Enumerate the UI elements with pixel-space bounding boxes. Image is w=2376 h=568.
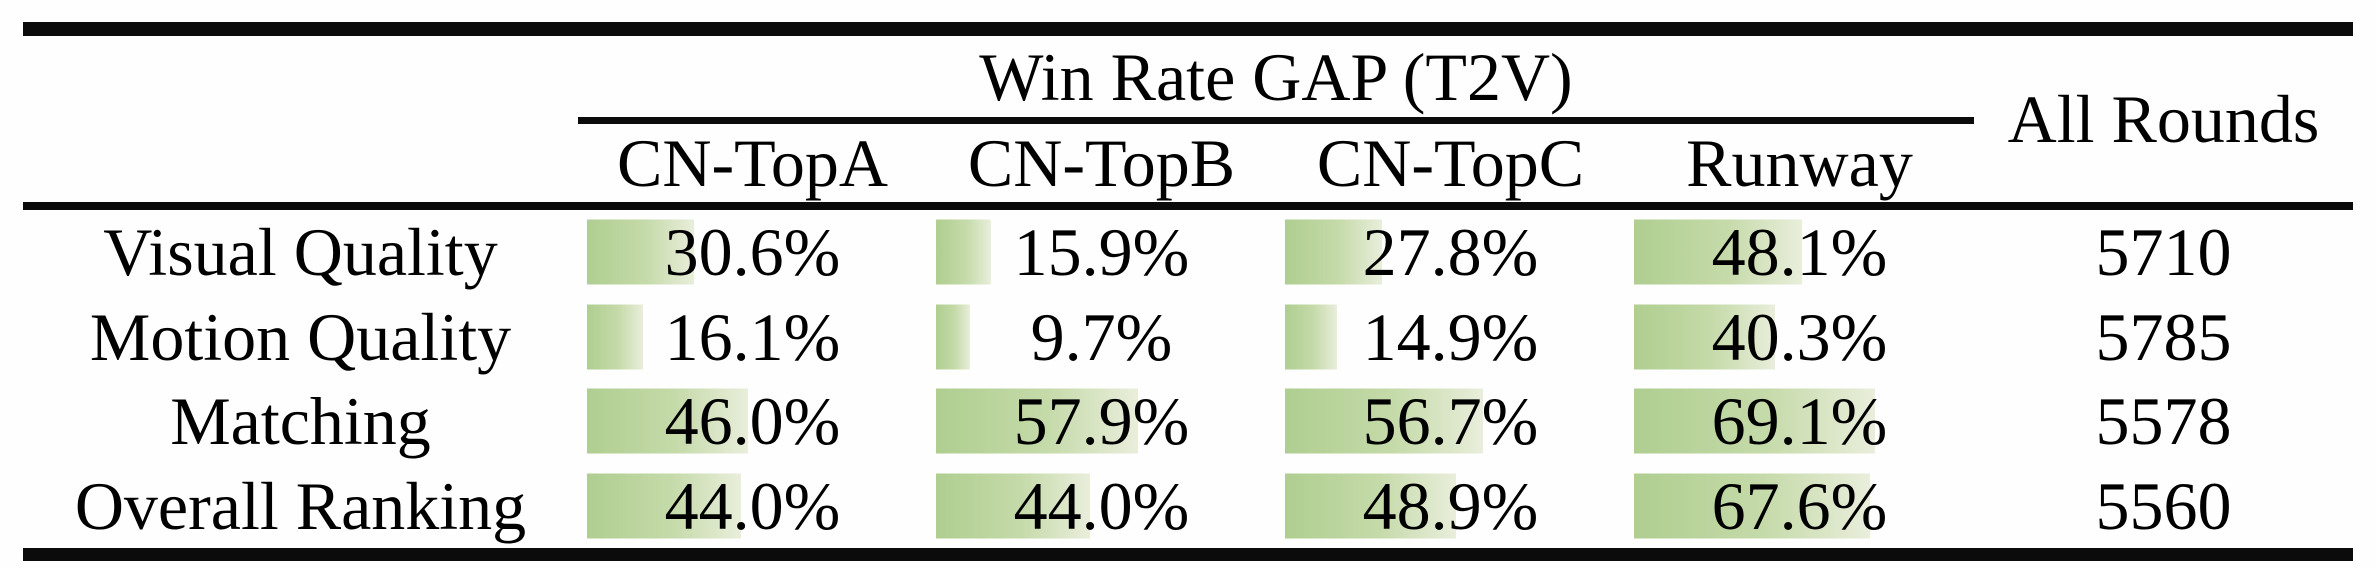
- win-rate-bar: [936, 388, 1139, 454]
- win-rate-bar: [1285, 388, 1483, 454]
- win-rate-bar: [587, 219, 694, 285]
- table-row: Motion Quality 16.1% 9.7% 14.9% 40.3% 57…: [23, 295, 2353, 380]
- win-rate-value: 46.0%: [664, 383, 841, 460]
- win-rate-value: 16.1%: [664, 298, 841, 375]
- win-rate-value: 44.0%: [664, 467, 841, 544]
- all-rounds-value: 5710: [2095, 214, 2232, 291]
- header-bottom-rule: [23, 202, 2353, 210]
- win-rate-value: 30.6%: [664, 214, 841, 291]
- win-rate-bar: [936, 219, 992, 285]
- all-rounds-value: 5560: [2095, 467, 2232, 544]
- win-rate-value: 48.9%: [1362, 467, 1539, 544]
- win-rate-cell: 44.0%: [578, 464, 927, 549]
- column-header-cn-topa: CN-TopA: [616, 125, 888, 201]
- row-label: Motion Quality: [89, 298, 512, 375]
- win-rate-value: 44.0%: [1013, 467, 1190, 544]
- win-rate-bar: [1285, 473, 1456, 539]
- column-header-cn-topc: CN-TopC: [1316, 125, 1585, 201]
- row-label: Visual Quality: [103, 214, 498, 291]
- all-rounds-value: 5785: [2095, 298, 2232, 375]
- win-rate-cell: 46.0%: [578, 379, 927, 464]
- win-rate-cell: 48.9%: [1276, 464, 1625, 549]
- win-rate-value: 48.1%: [1711, 214, 1888, 291]
- win-rate-value: 57.9%: [1013, 383, 1190, 460]
- win-rate-bar: [1634, 219, 1802, 285]
- group-span-rule: [578, 117, 1974, 124]
- win-rate-value: 14.9%: [1362, 298, 1539, 375]
- win-rate-bar: [936, 304, 970, 370]
- column-header-runway: Runway: [1686, 125, 1913, 201]
- win-rate-cell: 15.9%: [927, 210, 1276, 295]
- win-rate-cell: 30.6%: [578, 210, 927, 295]
- table-row: Visual Quality 30.6% 15.9% 27.8% 48.1% 5…: [23, 210, 2353, 295]
- win-rate-cell: 14.9%: [1276, 295, 1625, 380]
- table-body: Visual Quality 30.6% 15.9% 27.8% 48.1% 5…: [23, 210, 2353, 548]
- column-header-row: CN-TopA CN-TopB CN-TopC Runway: [578, 124, 1974, 202]
- win-rate-value: 9.7%: [1030, 298, 1173, 375]
- column-header-cn-topb: CN-TopB: [967, 125, 1236, 201]
- win-rate-value: 67.6%: [1711, 467, 1888, 544]
- win-rate-bar: [936, 473, 1090, 539]
- win-rate-value: 15.9%: [1013, 214, 1190, 291]
- win-rate-cell: 40.3%: [1625, 295, 1974, 380]
- win-rate-bar: [1634, 304, 1775, 370]
- table-row: Overall Ranking 44.0% 44.0% 48.9% 67.6% …: [23, 464, 2353, 549]
- all-rounds-value: 5578: [2095, 383, 2232, 460]
- bottom-rule: [23, 548, 2353, 561]
- row-label: Matching: [170, 383, 431, 460]
- win-rate-cell: 69.1%: [1625, 379, 1974, 464]
- win-rate-value: 27.8%: [1362, 214, 1539, 291]
- win-rate-cell: 9.7%: [927, 295, 1276, 380]
- win-rate-bar: [1285, 304, 1337, 370]
- win-rate-cell: 16.1%: [578, 295, 927, 380]
- win-rate-bar: [1634, 473, 1870, 539]
- win-rate-cell: 67.6%: [1625, 464, 1974, 549]
- win-rate-cell: 27.8%: [1276, 210, 1625, 295]
- top-rule: [23, 22, 2353, 36]
- group-header: Win Rate GAP (T2V): [979, 38, 1573, 115]
- table-row: Matching 46.0% 57.9% 56.7% 69.1% 5578: [23, 379, 2353, 464]
- win-rate-cell: 56.7%: [1276, 379, 1625, 464]
- win-rate-cell: 57.9%: [927, 379, 1276, 464]
- win-rate-bar: [587, 388, 748, 454]
- win-rate-cell: 48.1%: [1625, 210, 1974, 295]
- win-rate-cell: 44.0%: [927, 464, 1276, 549]
- win-rate-bar: [587, 304, 644, 370]
- win-rate-value: 69.1%: [1711, 383, 1888, 460]
- win-rate-value: 40.3%: [1711, 298, 1888, 375]
- all-rounds-header: All Rounds: [2007, 81, 2320, 157]
- win-rate-bar: [1634, 388, 1876, 454]
- row-label: Overall Ranking: [74, 467, 527, 544]
- win-rate-bar: [1285, 219, 1383, 285]
- win-rate-bar: [587, 473, 741, 539]
- win-rate-value: 56.7%: [1362, 383, 1539, 460]
